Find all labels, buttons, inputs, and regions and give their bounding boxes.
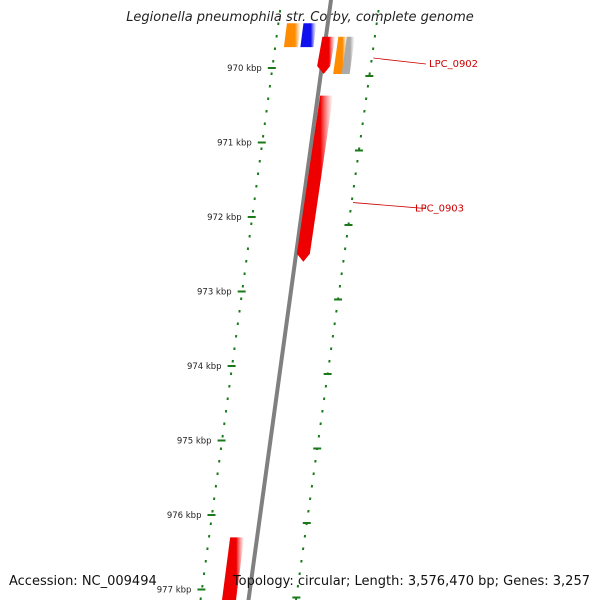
accession-text: Accession: NC_009494	[9, 574, 157, 589]
tick-label: 976 kbp	[167, 511, 202, 521]
gene-feature	[283, 23, 301, 48]
tick-label: 970 kbp	[227, 64, 262, 74]
ruler-dots	[199, 9, 380, 600]
genome-summary-text: Topology: circular; Length: 3,576,470 bp…	[232, 574, 590, 589]
tick-label: 971 kbp	[217, 139, 252, 149]
genome-backbone	[246, 0, 334, 600]
feature-tracks	[222, 23, 355, 600]
gene-feature	[300, 23, 317, 48]
gene-feature	[341, 36, 355, 74]
gene-feature	[222, 537, 245, 600]
gene-feature	[296, 95, 334, 262]
feature-label: LPC_0902	[429, 59, 478, 70]
gene-feature	[333, 36, 348, 74]
tick-label: 974 kbp	[187, 362, 222, 372]
tick-label: 972 kbp	[207, 213, 242, 223]
tick-label: 973 kbp	[197, 288, 232, 298]
map-title: Legionella pneumophila str. Corby, compl…	[126, 10, 474, 25]
feature-labels: LPC_0902 LPC_0903	[353, 57, 478, 215]
label-leader	[373, 57, 427, 65]
feature-label: LPC_0903	[415, 204, 464, 215]
ruler-ticks: 970 kbp 971 kbp 972 kbp 973 kbp 974 kbp 975 k…	[157, 64, 374, 599]
tick-label: 977 kbp	[157, 586, 192, 596]
tick-label: 975 kbp	[177, 437, 212, 447]
label-leader	[353, 202, 427, 209]
gene-feature	[317, 36, 336, 74]
